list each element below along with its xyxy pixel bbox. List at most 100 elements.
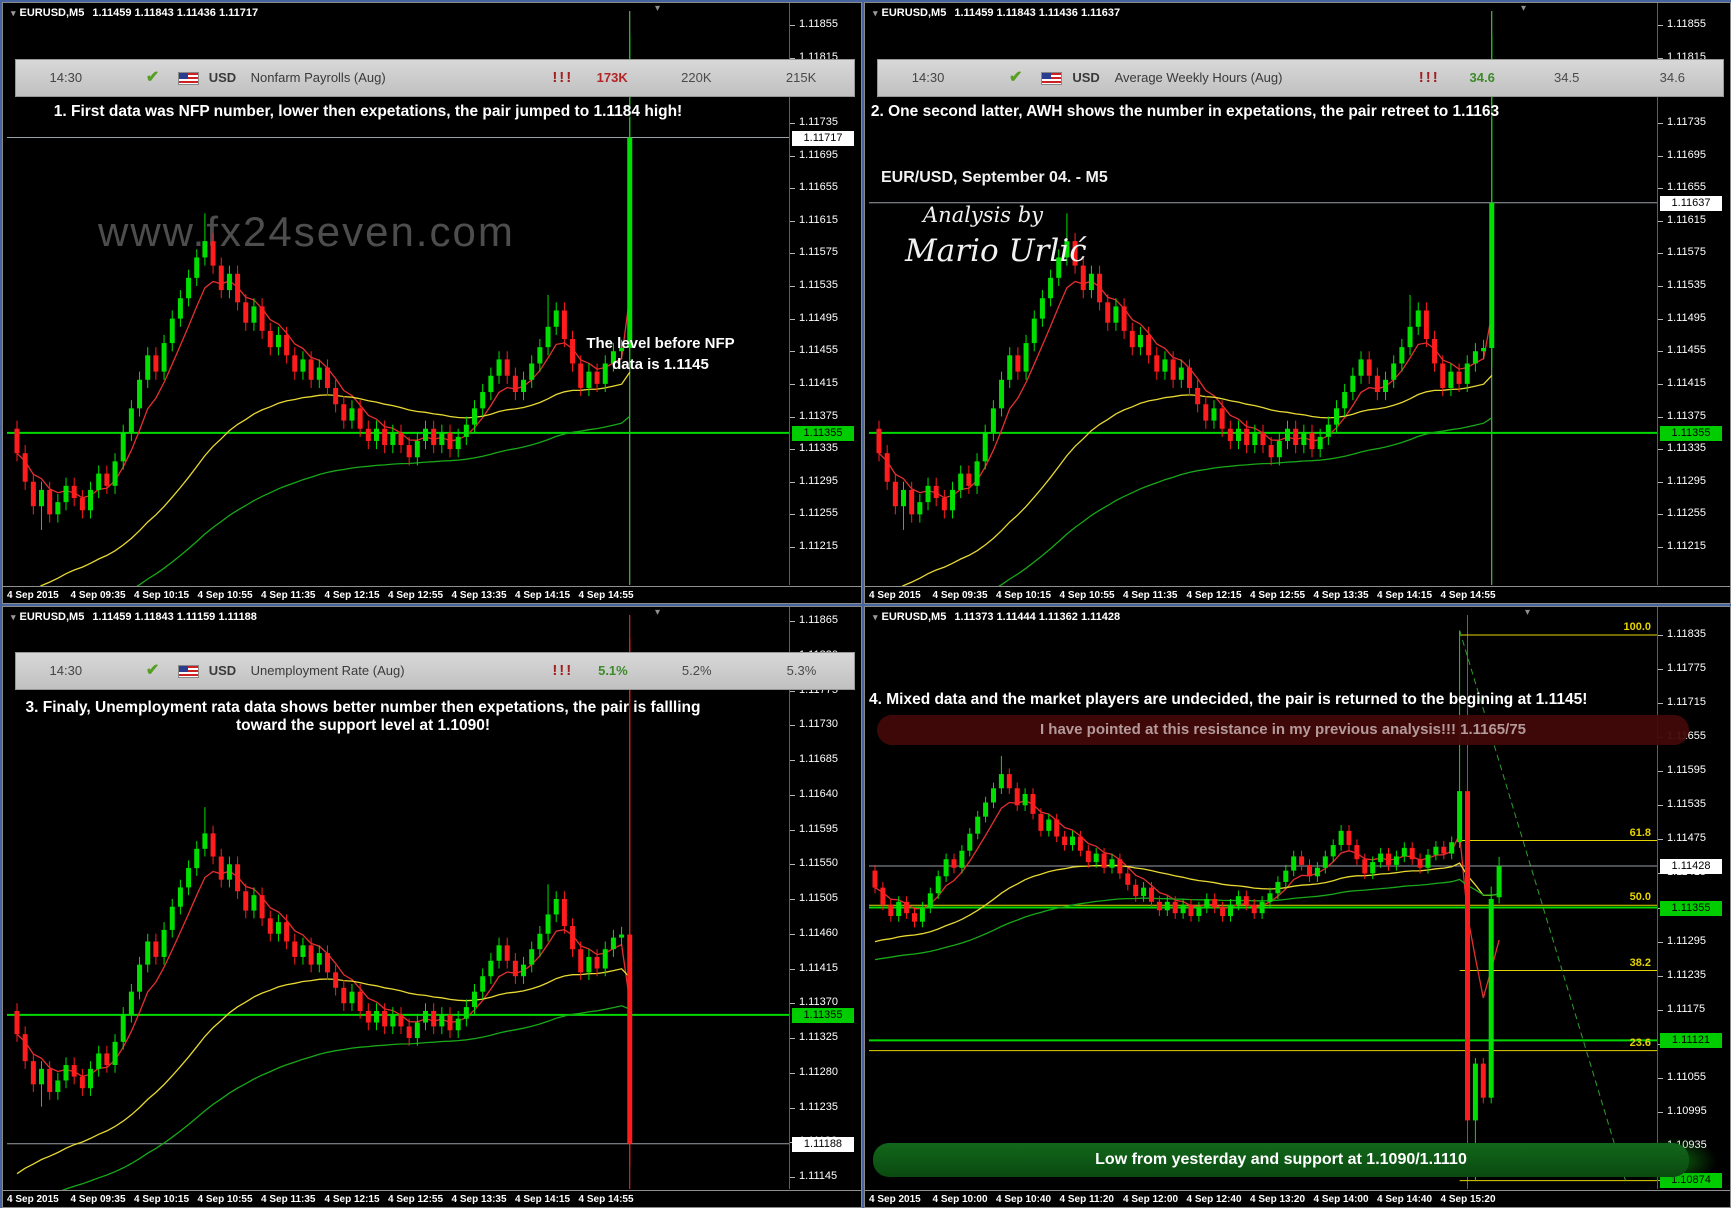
scale-tick-label: 1.11685: [799, 753, 838, 765]
news-time: 14:30: [49, 663, 83, 678]
scale-tick: [790, 899, 795, 900]
scale-tick-label: 1.11145: [799, 1170, 838, 1182]
check-icon: ✔: [145, 69, 160, 86]
scale-tick-label: 1.11295: [799, 474, 838, 487]
chart-shift-icon[interactable]: ▾: [1521, 3, 1527, 14]
annotation-text: 1. First data was NFP number, lower then…: [53, 103, 683, 120]
scale-tick: [1658, 975, 1663, 977]
scale-tick-label: 1.11615: [799, 213, 838, 226]
scale-tick: [1658, 188, 1663, 190]
impact-icon: !!!: [552, 69, 574, 86]
collapse-triangle-icon[interactable]: ▾: [873, 8, 878, 18]
scale-tick-label: 1.11460: [799, 926, 838, 939]
collapse-triangle-icon[interactable]: ▾: [11, 612, 16, 622]
scale-tick: [790, 220, 795, 222]
chart-canvas[interactable]: [3, 3, 861, 586]
annotation-text: 2. One second latter, AWH shows the numb…: [870, 103, 1500, 120]
scale-tick: [1658, 286, 1663, 287]
ohlc-values: 1.11459 1.11843 1.11436 1.11717: [92, 7, 259, 19]
scale-tick-label: 1.11505: [799, 892, 838, 904]
news-previous: 215K: [785, 70, 817, 85]
news-previous: 34.6: [1659, 70, 1685, 85]
chart-canvas[interactable]: [865, 607, 1730, 1190]
scale-tick-label: 1.11535: [799, 279, 838, 291]
time-axis-label: 4 Sep 12:15: [324, 1194, 380, 1205]
chart-shift-icon[interactable]: ▾: [655, 607, 661, 618]
price-scale: 1.118351.117751.117151.116551.115951.115…: [1657, 607, 1730, 1189]
scale-tick: [790, 760, 795, 761]
fib-label: 61.8: [1629, 826, 1651, 839]
chart-shift-icon[interactable]: ▾: [1525, 607, 1531, 618]
chart-header: ▾ EURUSD,M5 1.11459 1.11843 1.11436 1.1163…: [873, 7, 1120, 19]
chart-shift-icon[interactable]: ▾: [655, 3, 661, 14]
annotation-text: 3. Finaly, Unemployment rata data shows …: [13, 699, 713, 735]
time-axis-label: 4 Sep 14:40: [1377, 1194, 1433, 1205]
level-note: The level before NFP data is 1.1145: [573, 333, 748, 375]
chart-canvas[interactable]: [865, 3, 1730, 586]
news-currency: USD: [1072, 70, 1100, 85]
scale-tick: [790, 481, 795, 483]
scale-tick: [1658, 351, 1663, 353]
scale-tick-label: 1.11255: [1667, 507, 1706, 520]
collapse-triangle-icon[interactable]: ▾: [11, 8, 16, 18]
fib-label: 50.0: [1629, 891, 1651, 904]
scale-tick-label: 1.11595: [799, 822, 838, 835]
time-axis-label: 4 Sep 12:55: [388, 1194, 444, 1205]
level-note-line2: data is 1.1145: [612, 356, 709, 373]
price-marker-box: 1.11355: [792, 1007, 854, 1023]
scale-tick-label: 1.11715: [1667, 696, 1706, 709]
ohlc-values: 1.11459 1.11843 1.11436 1.11637: [954, 7, 1121, 19]
scale-tick: [1658, 57, 1663, 59]
price-scale: 1.118651.118201.117751.117301.116851.116…: [789, 607, 861, 1189]
scale-tick: [790, 1107, 795, 1109]
time-axis-label: 4 Sep 13:35: [1313, 590, 1369, 601]
scale-tick: [790, 725, 795, 727]
scale-tick: [790, 933, 795, 935]
news-event-row: 14:30 ✔ USD Average Weekly Hours (Aug) !…: [877, 59, 1724, 97]
scale-tick: [1658, 25, 1663, 26]
level-note-line1: The level before NFP: [586, 335, 735, 352]
scale-tick-label: 1.11775: [1667, 662, 1706, 675]
scale-tick: [1658, 122, 1663, 124]
scale-tick: [790, 1177, 795, 1178]
scale-tick: [1658, 1077, 1663, 1079]
price-marker-box: 1.11355: [792, 425, 854, 441]
fib-label: 38.2: [1629, 956, 1651, 969]
time-axis-label: 4 Sep 12:15: [324, 590, 380, 601]
news-forecast: 34.5: [1554, 70, 1580, 85]
time-axis-label: 4 Sep 12:55: [1250, 590, 1306, 601]
scale-tick: [790, 318, 795, 320]
watermark: www.fx24seven.com: [98, 208, 515, 255]
scale-tick: [790, 25, 795, 26]
chart-canvas[interactable]: [3, 607, 861, 1190]
time-axis-label: 4 Sep 10:55: [197, 590, 253, 601]
scale-tick-label: 1.11455: [799, 344, 838, 357]
scale-tick-label: 1.11735: [1667, 115, 1706, 128]
moving-average: [39, 371, 631, 586]
impact-icon: !!!: [1418, 69, 1440, 86]
scale-tick: [790, 794, 795, 796]
time-axis-label: 4 Sep 09:35: [70, 1194, 126, 1205]
news-forecast: 220K: [681, 70, 712, 85]
time-axis-label: 4 Sep 10:55: [1059, 590, 1115, 601]
time-axis-label: 4 Sep 10:00: [932, 1194, 988, 1205]
collapse-triangle-icon[interactable]: ▾: [873, 612, 878, 622]
scale-tick-label: 1.11455: [1667, 344, 1706, 357]
time-axis-label: 4 Sep 10:40: [996, 1194, 1052, 1205]
time-axis-label: 4 Sep 14:55: [578, 590, 634, 601]
price-scale: 1.118551.118151.117751.117351.116951.116…: [789, 3, 861, 585]
news-time: 14:30: [49, 70, 83, 85]
scale-tick-label: 1.11375: [799, 409, 838, 422]
scale-tick-label: 1.11295: [1667, 474, 1706, 487]
time-axis-label: 4 Sep 12:15: [1186, 590, 1242, 601]
news-actual: 34.6: [1469, 70, 1495, 85]
price-marker-box: 1.11717: [792, 130, 854, 146]
price-marker-box: 1.11355: [1660, 425, 1722, 441]
candles: [876, 34, 1495, 530]
scale-tick-label: 1.11855: [1667, 18, 1706, 30]
scale-tick: [790, 1072, 795, 1074]
scale-tick: [790, 57, 795, 59]
time-axis-label: 4 Sep 10:15: [134, 590, 190, 601]
scale-tick: [1658, 220, 1663, 222]
news-time: 14:30: [911, 70, 945, 85]
